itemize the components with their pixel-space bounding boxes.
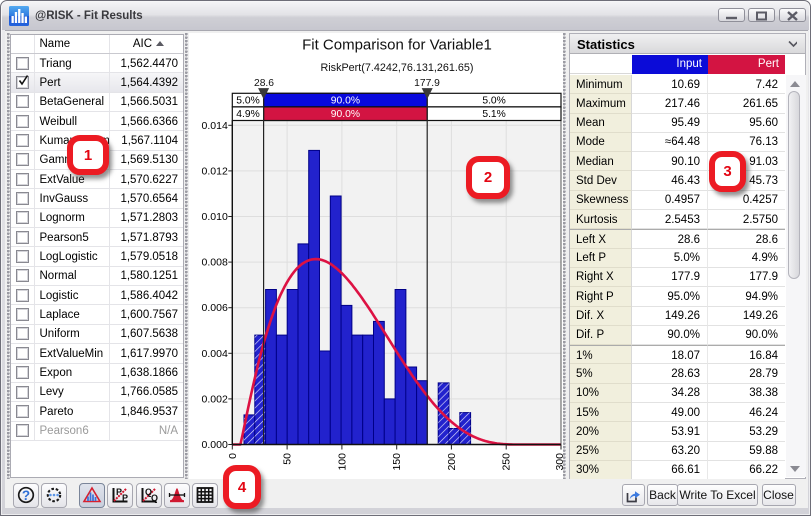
svg-text:5.0%: 5.0% xyxy=(482,96,505,107)
svg-text:100: 100 xyxy=(336,453,348,471)
svg-text:0.004: 0.004 xyxy=(202,348,228,360)
svg-text:300: 300 xyxy=(554,453,566,471)
svg-text:50: 50 xyxy=(282,453,294,465)
svg-text:0.002: 0.002 xyxy=(202,393,228,405)
svg-text:Q: Q xyxy=(145,487,152,497)
svg-text:200: 200 xyxy=(446,453,458,471)
svg-text:5.0%: 5.0% xyxy=(236,96,259,107)
svg-text:RiskPert(7.4242,76.131,261.65): RiskPert(7.4242,76.131,261.65) xyxy=(320,62,473,74)
svg-text:?: ? xyxy=(22,488,30,503)
svg-text:P: P xyxy=(116,487,122,497)
svg-text:Q: Q xyxy=(151,493,158,503)
svg-text:0.006: 0.006 xyxy=(202,302,228,314)
svg-text:90.0%: 90.0% xyxy=(331,109,360,120)
svg-text:P: P xyxy=(122,493,128,503)
svg-text:150: 150 xyxy=(391,453,403,471)
svg-text:0.010: 0.010 xyxy=(202,211,228,223)
svg-text:90.0%: 90.0% xyxy=(331,96,360,107)
svg-text:4.9%: 4.9% xyxy=(236,109,259,120)
svg-text:0.012: 0.012 xyxy=(202,165,228,177)
svg-text:0.000: 0.000 xyxy=(202,439,228,451)
svg-text:250: 250 xyxy=(501,453,513,471)
svg-text:0.008: 0.008 xyxy=(202,257,228,269)
svg-text:28.6: 28.6 xyxy=(254,78,274,89)
svg-text:5.1%: 5.1% xyxy=(482,109,505,120)
svg-text:0: 0 xyxy=(227,453,239,459)
svg-text:0.014: 0.014 xyxy=(202,120,228,132)
svg-text:177.9: 177.9 xyxy=(414,78,440,89)
svg-text:Fit Comparison for Variable1: Fit Comparison for Variable1 xyxy=(302,37,492,54)
